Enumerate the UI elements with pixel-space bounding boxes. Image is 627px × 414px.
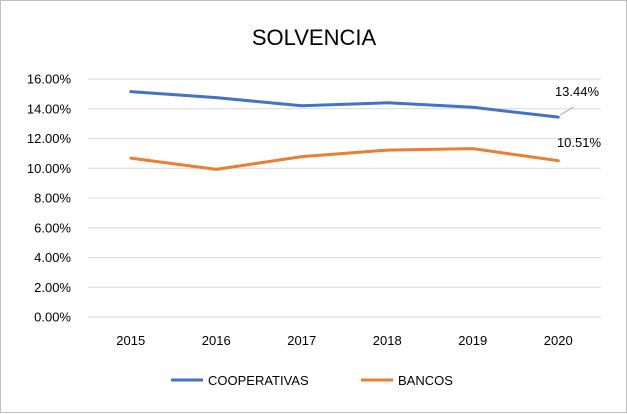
y-tick-label: 4.00% xyxy=(34,250,71,265)
chart-title: SOLVENCIA xyxy=(252,25,377,50)
x-axis-tick-labels: 2015 2016 2017 2018 2019 2020 xyxy=(116,333,572,348)
legend-label: COOPERATIVAS xyxy=(208,373,309,388)
x-tick-label: 2016 xyxy=(202,333,231,348)
x-tick-label: 2015 xyxy=(116,333,145,348)
x-tick-label: 2019 xyxy=(458,333,487,348)
y-tick-label: 6.00% xyxy=(34,220,71,235)
legend: COOPERATIVAS BANCOS xyxy=(171,373,453,388)
x-tick-label: 2018 xyxy=(373,333,402,348)
y-tick-label: 8.00% xyxy=(34,191,71,206)
y-tick-label: 12.00% xyxy=(27,131,72,146)
y-axis-tick-labels: 0.00% 2.00% 4.00% 6.00% 8.00% 10.00% 12.00% 14.… xyxy=(27,72,72,325)
x-tick-label: 2020 xyxy=(544,333,573,348)
gridlines xyxy=(88,79,601,317)
y-tick-label: 10.00% xyxy=(27,161,72,176)
data-labels: 13.44% 10.51% xyxy=(555,84,602,150)
y-tick-label: 16.00% xyxy=(27,72,72,87)
data-label: 13.44% xyxy=(555,84,600,99)
legend-label: BANCOS xyxy=(398,373,453,388)
y-tick-label: 0.00% xyxy=(34,310,71,325)
y-tick-label: 2.00% xyxy=(34,280,71,295)
data-label: 10.51% xyxy=(557,135,602,150)
series-lines xyxy=(131,92,559,170)
y-tick-label: 14.00% xyxy=(27,101,72,116)
x-tick-label: 2017 xyxy=(287,333,316,348)
series-line-cooperativas xyxy=(131,92,559,118)
series-line-bancos xyxy=(131,149,559,170)
